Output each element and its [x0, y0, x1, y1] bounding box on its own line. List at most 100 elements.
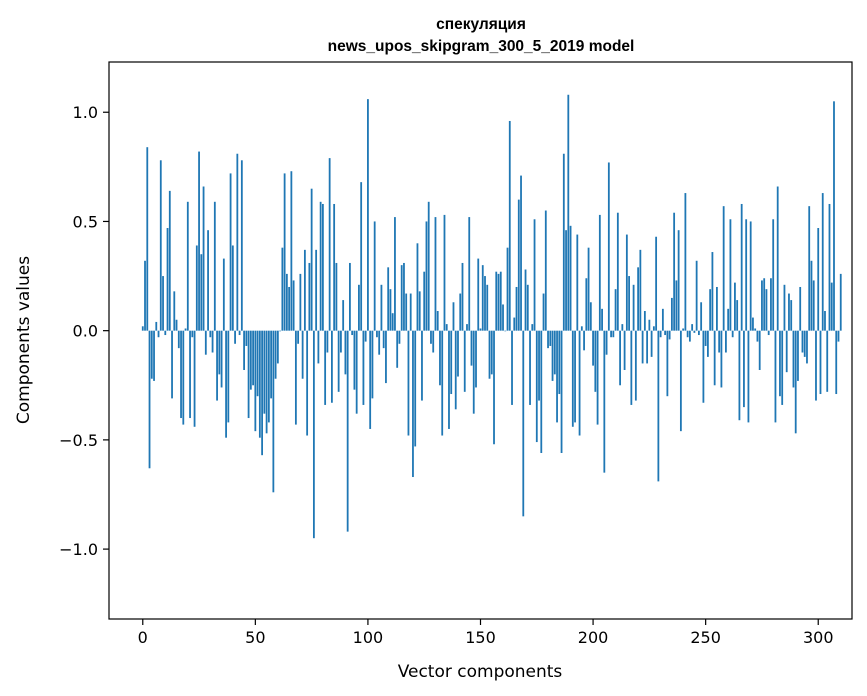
- bar: [443, 214, 446, 331]
- bar: [159, 160, 162, 331]
- bar: [281, 247, 284, 331]
- bar: [691, 324, 694, 331]
- bar: [815, 330, 817, 401]
- bar: [702, 330, 705, 403]
- bar: [236, 153, 239, 331]
- y-tick-label: 0.0: [73, 322, 98, 341]
- bar: [177, 330, 180, 349]
- bar: [218, 330, 221, 375]
- bar: [695, 260, 698, 331]
- bar: [308, 262, 311, 331]
- bar: [833, 101, 835, 331]
- bar: [797, 330, 799, 381]
- chart-title: спекуляция: [436, 16, 526, 33]
- bar: [463, 330, 466, 392]
- bar: [765, 289, 768, 331]
- bar: [252, 330, 254, 386]
- bar: [488, 330, 491, 379]
- bar: [790, 300, 793, 331]
- bar: [677, 230, 680, 331]
- bar: [792, 330, 795, 388]
- bar: [189, 330, 191, 419]
- bar: [373, 221, 376, 331]
- bar: [781, 330, 784, 405]
- bar: [700, 302, 703, 331]
- bar: [711, 252, 714, 331]
- bar: [481, 265, 484, 331]
- x-tick-label: 50: [245, 628, 265, 647]
- bar: [835, 330, 838, 395]
- bar: [547, 330, 549, 349]
- bar: [749, 221, 752, 331]
- bar: [254, 330, 257, 432]
- bar: [713, 330, 716, 386]
- bar: [497, 273, 500, 331]
- bar: [828, 203, 831, 331]
- bar: [211, 330, 214, 353]
- bar: [231, 245, 234, 331]
- y-axis-label: Components values: [14, 256, 34, 424]
- bar: [623, 330, 626, 370]
- bar: [376, 330, 378, 338]
- bar: [734, 282, 736, 331]
- bar: [186, 201, 189, 331]
- bar: [628, 276, 630, 331]
- bar: [362, 330, 365, 405]
- x-axis-ticks: 0 50 100 150 200 250 300: [138, 619, 834, 647]
- bar: [578, 330, 581, 436]
- bar: [153, 330, 155, 381]
- bar: [551, 330, 554, 381]
- bar: [335, 262, 338, 331]
- bar: [454, 330, 457, 410]
- bar: [256, 330, 259, 397]
- bar: [673, 212, 676, 331]
- bar: [227, 330, 230, 423]
- bar: [621, 324, 624, 331]
- bar: [779, 330, 781, 397]
- bar: [407, 330, 410, 436]
- bar: [493, 330, 495, 445]
- bar: [141, 326, 144, 331]
- bar: [164, 330, 167, 336]
- bar: [418, 291, 421, 331]
- bar: [306, 330, 309, 436]
- bar: [725, 330, 727, 353]
- bar: [326, 330, 329, 353]
- bar: [688, 330, 691, 342]
- bar: [258, 330, 261, 438]
- bar: [637, 267, 640, 331]
- bar: [619, 330, 621, 386]
- bar: [529, 330, 531, 405]
- bar: [745, 219, 748, 331]
- bar: [610, 330, 612, 338]
- bar: [267, 330, 270, 423]
- bar: [508, 120, 511, 331]
- bar: [385, 330, 387, 384]
- bar: [184, 328, 187, 331]
- bar: [220, 330, 223, 388]
- bar: [679, 330, 682, 432]
- bar: [544, 210, 547, 331]
- bar: [394, 217, 396, 331]
- bar: [549, 330, 552, 346]
- bar: [819, 330, 822, 395]
- bar: [682, 328, 685, 331]
- bar: [468, 217, 471, 331]
- bar: [763, 278, 766, 331]
- bar: [168, 190, 171, 331]
- bar: [234, 330, 236, 344]
- bar: [752, 317, 754, 331]
- bar: [585, 278, 588, 331]
- bar: [502, 304, 504, 331]
- bar: [328, 158, 331, 331]
- bar: [580, 326, 583, 331]
- bar: [240, 160, 243, 331]
- bar: [171, 330, 173, 399]
- bar: [524, 269, 527, 331]
- bar: [479, 328, 482, 331]
- bar: [830, 282, 833, 331]
- bar: [670, 297, 673, 331]
- bar: [709, 289, 712, 331]
- bar: [639, 249, 642, 331]
- bar: [200, 254, 203, 331]
